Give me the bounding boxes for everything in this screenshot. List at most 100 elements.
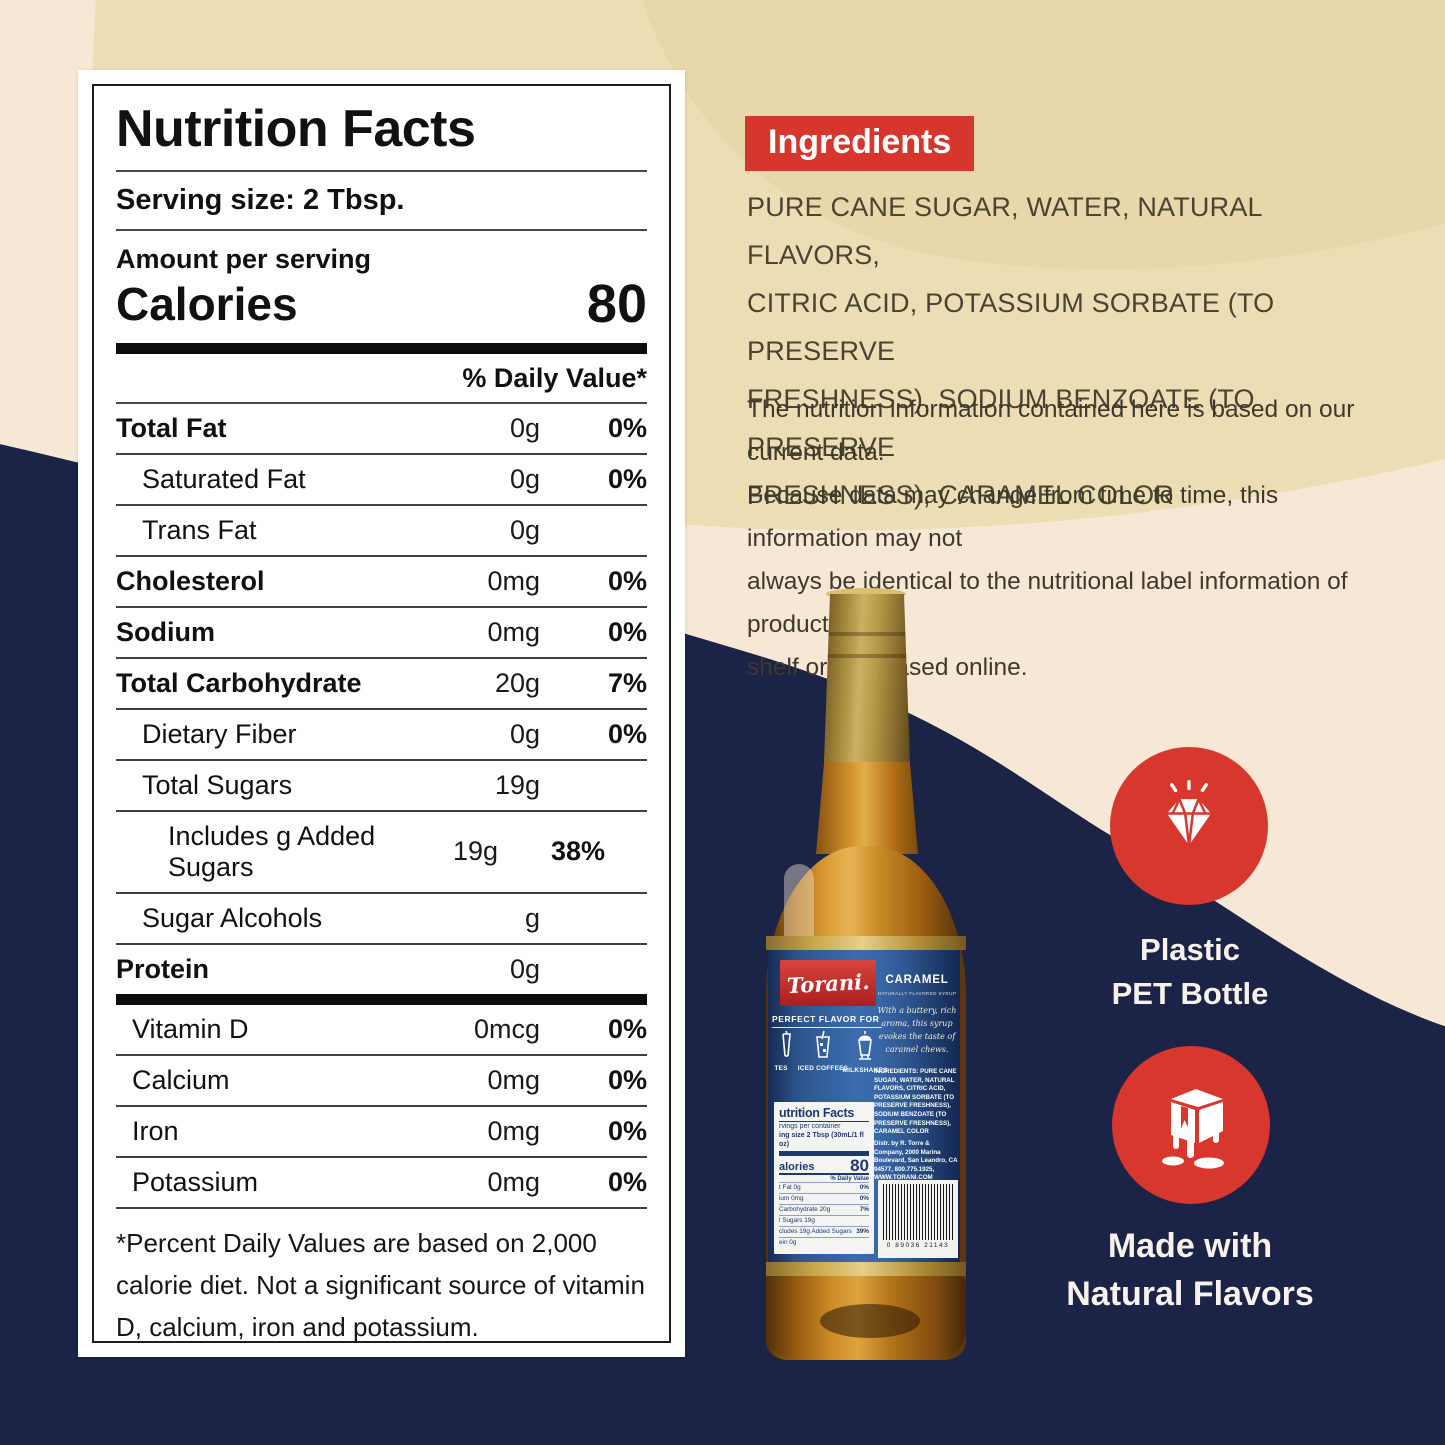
ingredients-line: CITRIC ACID, POTASSIUM SORBATE (TO PRESE… <box>747 288 1275 366</box>
thick-bar <box>116 993 647 1005</box>
flavor-for-label: MILKSHAKES <box>842 1067 888 1074</box>
cap-ridge <box>824 654 910 658</box>
torani-logo: Torani. <box>786 968 870 998</box>
flavor-for-icons: TES ICED COFFEES MILKSHAKES <box>768 1030 888 1074</box>
table-row: Includes g Added Sugars 19g 38% <box>116 812 647 894</box>
table-row: Total Fat 0g 0% <box>116 404 647 455</box>
nutrient-dv: 0% <box>607 565 647 596</box>
disclaimer-line: The nutrition information contained here… <box>747 396 1355 466</box>
vitamin-dv: 0% <box>607 1013 647 1044</box>
nutrient-name: Cholesterol <box>116 565 265 596</box>
table-row: Saturated Fat 0g 0% <box>116 455 647 506</box>
vitamin-amount: 0mg <box>487 1115 540 1146</box>
flavor-for-heading: PERFECT FLAVOR FOR <box>772 1014 882 1028</box>
natural-flavors-badge <box>1112 1046 1270 1204</box>
mini-dv: 39% <box>856 1228 869 1236</box>
bg-tan-dark-swirl <box>641 0 1445 270</box>
table-row: Sugar Alcohols g <box>116 894 647 945</box>
ingredients-line: FRESHNESS), CARAMEL COLOR <box>747 480 1175 510</box>
ingredients-text: PURE CANE SUGAR, WATER, NATURAL FLAVORS,… <box>747 183 1397 519</box>
label-ingredients: INGREDIENTS: PURE CANE SUGAR, WATER, NAT… <box>874 1068 957 1136</box>
flavor-name: CARAMEL <box>885 974 949 986</box>
bottle-base-shadow <box>820 1304 920 1338</box>
cap-ridge <box>824 632 910 636</box>
ingredients-line: PURE CANE SUGAR, WATER, NATURAL FLAVORS, <box>747 192 1262 270</box>
mini-title: utrition Facts <box>779 1106 869 1122</box>
thick-bar <box>116 342 647 354</box>
vitamin-name: Potassium <box>132 1166 259 1197</box>
vitamin-amount: 0mg <box>487 1064 540 1095</box>
label-distributor: Distr. by R. Torre & Company, 2000 Marin… <box>874 1140 958 1182</box>
table-row: Iron 0mg 0% <box>116 1107 647 1158</box>
natural-flavors-label: Made with Natural Flavors <box>1020 1222 1360 1318</box>
feature-line: PET Bottle <box>1111 976 1269 1011</box>
calories-label: Calories <box>116 277 298 330</box>
bottle-neck <box>816 762 918 854</box>
barcode-digits: 0 89036 21143 <box>886 1242 950 1249</box>
vitamin-amount: 0mcg <box>473 1013 540 1044</box>
tasting-note: With a buttery, rich aroma, this syrup e… <box>877 1006 957 1054</box>
nutrient-name: Protein <box>116 953 210 984</box>
nutrient-amount: 19g <box>494 769 540 800</box>
vitamin-dv: 0% <box>607 1166 647 1197</box>
table-row: Potassium 0mg 0% <box>116 1158 647 1209</box>
nutrient-amount: 20g <box>494 667 540 698</box>
vitamin-amount: 0mg <box>487 1166 540 1197</box>
table-row: Total Sugars 19g <box>116 761 647 812</box>
vitamin-dv: 0% <box>607 1115 647 1146</box>
mini-nutrient: t Fat 0g <box>779 1184 801 1192</box>
serving-size: Serving size: 2 Tbsp. <box>116 183 405 216</box>
mini-line: ing size 2 Tbsp (30mL/1 fl oz) <box>779 1132 864 1148</box>
table-row: Protein 0g <box>116 945 647 994</box>
ingredients-line: FRESHNESS), SODIUM BENZOATE (TO PRESERVE <box>747 384 1255 462</box>
nutrient-name: Trans Fat <box>142 514 257 545</box>
daily-value-footnote: *Percent Daily Values are based on 2,000… <box>116 1227 645 1342</box>
mini-dv-header: % Daily Value <box>779 1173 869 1182</box>
nutrient-dv: 7% <box>607 667 647 698</box>
table-row: Cholesterol 0mg 0% <box>116 557 647 608</box>
divider <box>116 228 647 231</box>
mini-dv: 7% <box>859 1206 869 1214</box>
mini-nutrient: ium 0mg <box>779 1195 804 1203</box>
nutrient-dv: 38% <box>550 836 605 867</box>
nutrient-dv: 0% <box>607 412 647 443</box>
feature-line: Natural Flavors <box>1066 1275 1314 1313</box>
nutrient-amount: 0mg <box>487 616 540 647</box>
table-row: Trans Fat 0g <box>116 506 647 557</box>
milkshake-icon: MILKSHAKES <box>842 1030 888 1074</box>
nutrient-name: Total Fat <box>116 412 227 443</box>
vitamin-name: Iron <box>132 1115 179 1146</box>
mini-bar <box>779 1151 869 1156</box>
melting-caramel-cube-icon <box>1162 1089 1224 1169</box>
nutrition-facts-border: Nutrition Facts Serving size: 2 Tbsp. Am… <box>92 84 671 1343</box>
plastic-pet-bottle-badge <box>1110 747 1268 905</box>
divider <box>116 169 647 172</box>
mini-row: ium 0mg 0% <box>779 1193 869 1204</box>
mini-row: t Fat 0g 0% <box>779 1182 869 1193</box>
flavor-for-label: ICED COFFEES <box>797 1065 849 1072</box>
divider <box>116 401 647 404</box>
table-row: Dietary Fiber 0g 0% <box>116 710 647 761</box>
nutrient-amount: 0g <box>509 514 540 545</box>
mini-row: l Sugars 19g <box>779 1215 869 1226</box>
mini-nutrient: cludes 19g Added Sugars <box>779 1228 852 1236</box>
bottle-cap <box>824 594 910 762</box>
diamond-icon <box>1166 780 1212 846</box>
nutrient-amount: 0g <box>509 463 540 494</box>
iced-coffee-icon: ICED COFFEES <box>798 1030 848 1074</box>
calories-value: 80 <box>586 274 647 335</box>
mini-dv: 0% <box>859 1184 869 1192</box>
feature-line: Plastic <box>1140 932 1240 967</box>
mini-calories-label: alories <box>779 1161 815 1174</box>
mini-row: Carbohydrate 20g 7% <box>779 1204 869 1215</box>
nutrient-amount: g <box>524 902 540 933</box>
plastic-pet-bottle-label: Plastic PET Bottle <box>1040 928 1340 1016</box>
nutrient-name: Sugar Alcohols <box>142 902 323 933</box>
amount-per-serving: Amount per serving <box>116 243 372 274</box>
table-row: Sodium 0mg 0% <box>116 608 647 659</box>
mini-row: ein 0g <box>779 1237 869 1248</box>
flavor-for-label: TES <box>774 1065 788 1072</box>
vitamin-name: Vitamin D <box>132 1013 249 1044</box>
nutrient-amount: 0g <box>509 718 540 749</box>
nutrient-name: Total Carbohydrate <box>116 667 362 698</box>
